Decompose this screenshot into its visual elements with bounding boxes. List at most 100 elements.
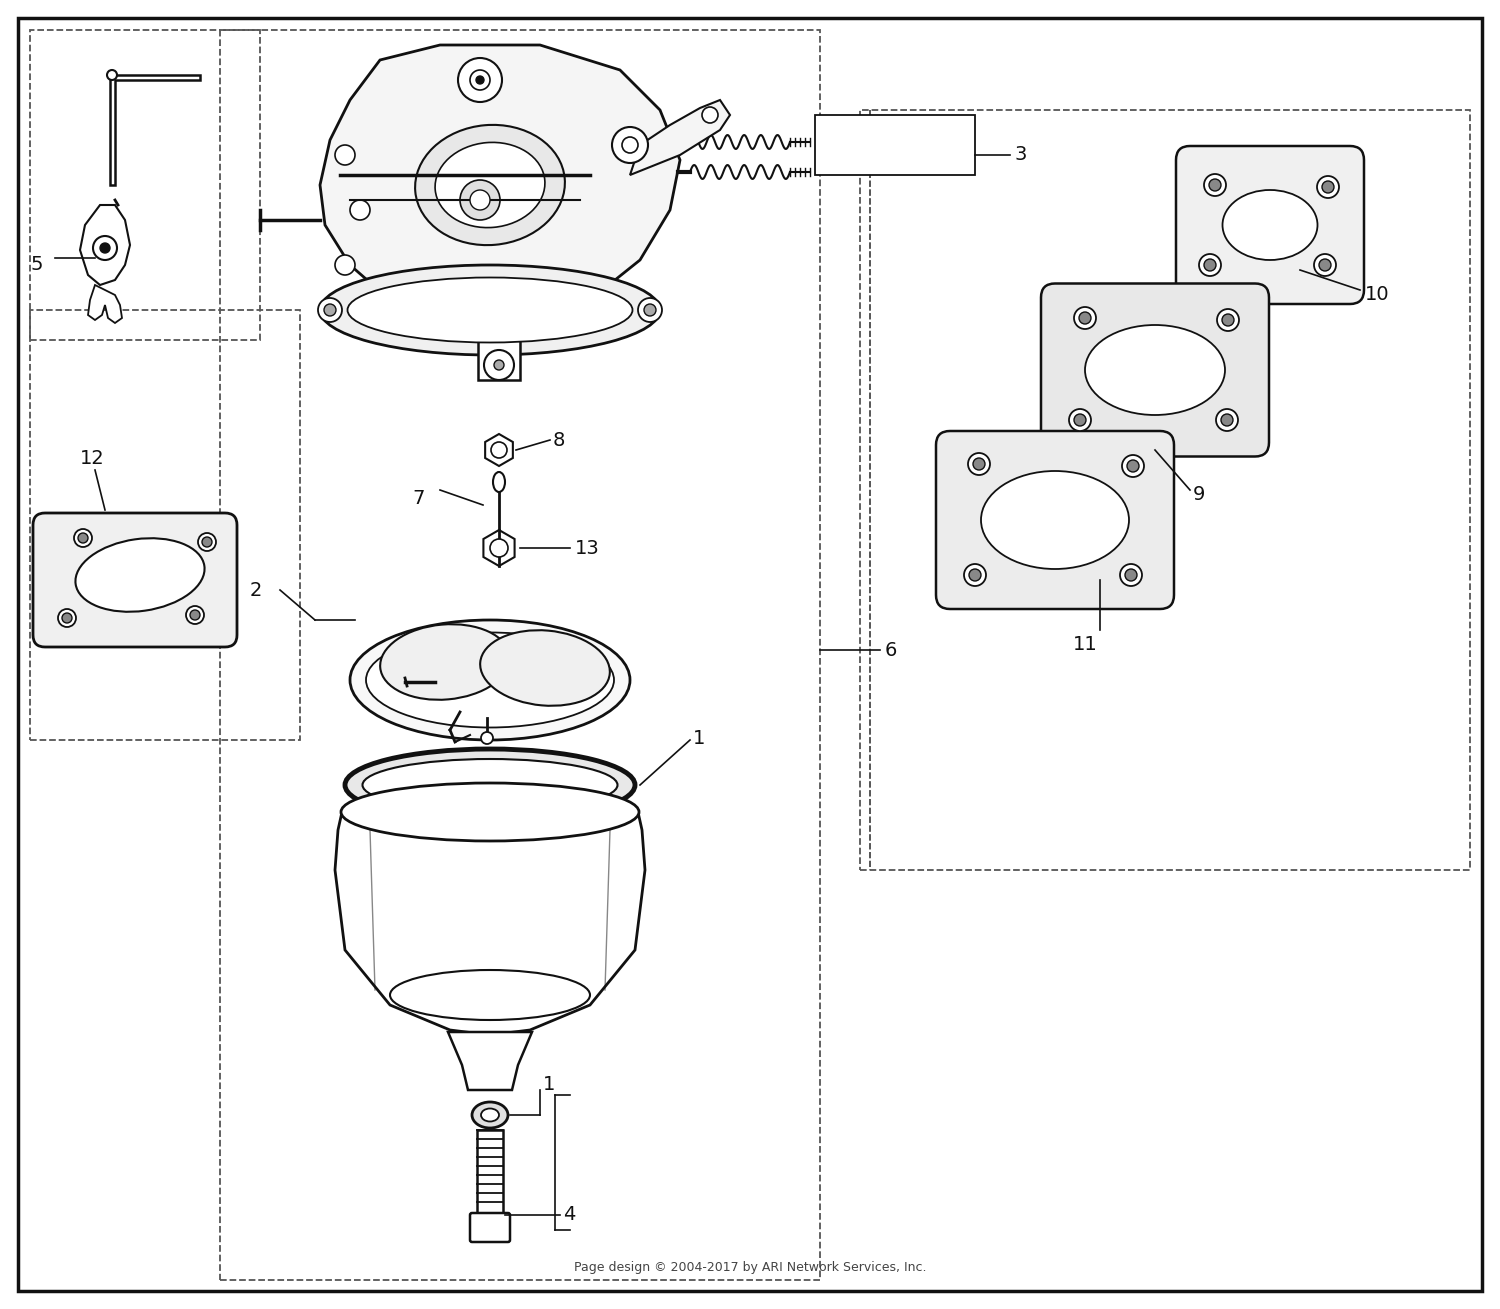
Polygon shape bbox=[630, 99, 730, 175]
Bar bbox=[30, 30, 260, 340]
Polygon shape bbox=[334, 812, 645, 1035]
Circle shape bbox=[318, 298, 342, 322]
Circle shape bbox=[62, 613, 72, 623]
Circle shape bbox=[334, 145, 356, 165]
Bar bbox=[220, 30, 820, 1280]
Circle shape bbox=[484, 350, 514, 380]
FancyBboxPatch shape bbox=[1176, 147, 1364, 304]
Text: 9: 9 bbox=[1192, 486, 1206, 504]
Ellipse shape bbox=[320, 264, 660, 355]
Circle shape bbox=[1126, 459, 1138, 473]
Circle shape bbox=[1209, 179, 1221, 191]
Circle shape bbox=[93, 236, 117, 260]
Ellipse shape bbox=[435, 143, 544, 228]
Circle shape bbox=[100, 243, 109, 253]
Text: 4: 4 bbox=[562, 1206, 576, 1224]
FancyBboxPatch shape bbox=[470, 1213, 510, 1242]
Circle shape bbox=[190, 610, 200, 620]
Ellipse shape bbox=[482, 1109, 500, 1122]
Bar bbox=[30, 310, 300, 740]
Circle shape bbox=[702, 107, 718, 123]
Circle shape bbox=[1078, 312, 1090, 325]
Text: 8: 8 bbox=[554, 431, 566, 449]
Polygon shape bbox=[483, 530, 514, 565]
Circle shape bbox=[202, 537, 211, 547]
FancyBboxPatch shape bbox=[1041, 284, 1269, 457]
Circle shape bbox=[1317, 175, 1340, 198]
FancyBboxPatch shape bbox=[936, 431, 1174, 609]
Bar bbox=[815, 115, 975, 175]
Circle shape bbox=[612, 127, 648, 164]
Circle shape bbox=[458, 58, 503, 102]
Ellipse shape bbox=[494, 473, 506, 492]
Circle shape bbox=[324, 304, 336, 315]
Ellipse shape bbox=[350, 620, 630, 740]
Polygon shape bbox=[448, 1031, 532, 1090]
Circle shape bbox=[74, 529, 92, 547]
Ellipse shape bbox=[480, 630, 610, 706]
Circle shape bbox=[334, 255, 356, 275]
Ellipse shape bbox=[981, 471, 1130, 569]
Circle shape bbox=[1204, 174, 1225, 196]
Circle shape bbox=[58, 609, 76, 627]
Text: 13: 13 bbox=[574, 538, 600, 558]
Circle shape bbox=[1318, 259, 1330, 271]
Circle shape bbox=[1216, 408, 1237, 431]
Circle shape bbox=[1314, 254, 1336, 276]
Ellipse shape bbox=[75, 538, 204, 611]
Circle shape bbox=[964, 564, 986, 586]
Circle shape bbox=[1222, 314, 1234, 326]
Bar bbox=[859, 110, 1470, 870]
Polygon shape bbox=[484, 435, 513, 466]
Text: 11: 11 bbox=[1072, 635, 1098, 654]
Ellipse shape bbox=[1084, 325, 1226, 415]
Bar bbox=[478, 315, 520, 380]
Text: 1: 1 bbox=[543, 1076, 555, 1094]
Circle shape bbox=[186, 606, 204, 624]
Circle shape bbox=[482, 732, 494, 744]
Ellipse shape bbox=[472, 1102, 508, 1128]
Circle shape bbox=[622, 137, 638, 153]
Text: 10: 10 bbox=[1365, 285, 1389, 305]
Polygon shape bbox=[110, 75, 200, 185]
Circle shape bbox=[1125, 569, 1137, 581]
Circle shape bbox=[1322, 181, 1334, 192]
Polygon shape bbox=[80, 206, 130, 285]
Polygon shape bbox=[320, 45, 680, 346]
Circle shape bbox=[350, 200, 370, 220]
Text: Page design © 2004-2017 by ARI Network Services, Inc.: Page design © 2004-2017 by ARI Network S… bbox=[573, 1261, 926, 1274]
Ellipse shape bbox=[1222, 190, 1317, 260]
Circle shape bbox=[1204, 259, 1216, 271]
Circle shape bbox=[1070, 408, 1090, 431]
Circle shape bbox=[470, 69, 490, 90]
Circle shape bbox=[476, 76, 484, 84]
Circle shape bbox=[1216, 309, 1239, 331]
Circle shape bbox=[1074, 414, 1086, 425]
Ellipse shape bbox=[366, 632, 614, 728]
Text: 3: 3 bbox=[1016, 145, 1028, 165]
Text: ARI: ARI bbox=[324, 435, 1176, 865]
Circle shape bbox=[1198, 254, 1221, 276]
Ellipse shape bbox=[340, 783, 639, 840]
Polygon shape bbox=[88, 285, 122, 323]
Circle shape bbox=[1221, 414, 1233, 425]
Ellipse shape bbox=[390, 970, 590, 1020]
Text: 6: 6 bbox=[885, 640, 897, 660]
Ellipse shape bbox=[348, 278, 633, 343]
Circle shape bbox=[644, 304, 656, 315]
Ellipse shape bbox=[345, 749, 634, 821]
Circle shape bbox=[1074, 308, 1096, 329]
Text: 2: 2 bbox=[251, 580, 262, 600]
Circle shape bbox=[638, 298, 662, 322]
Circle shape bbox=[1120, 564, 1142, 586]
Text: 1: 1 bbox=[693, 729, 705, 747]
Circle shape bbox=[198, 533, 216, 551]
FancyBboxPatch shape bbox=[33, 513, 237, 647]
Text: 12: 12 bbox=[80, 449, 105, 467]
Circle shape bbox=[1122, 456, 1144, 476]
Ellipse shape bbox=[416, 124, 566, 245]
Text: 7: 7 bbox=[413, 488, 424, 508]
Circle shape bbox=[460, 181, 500, 220]
Circle shape bbox=[78, 533, 88, 543]
Ellipse shape bbox=[363, 759, 618, 812]
